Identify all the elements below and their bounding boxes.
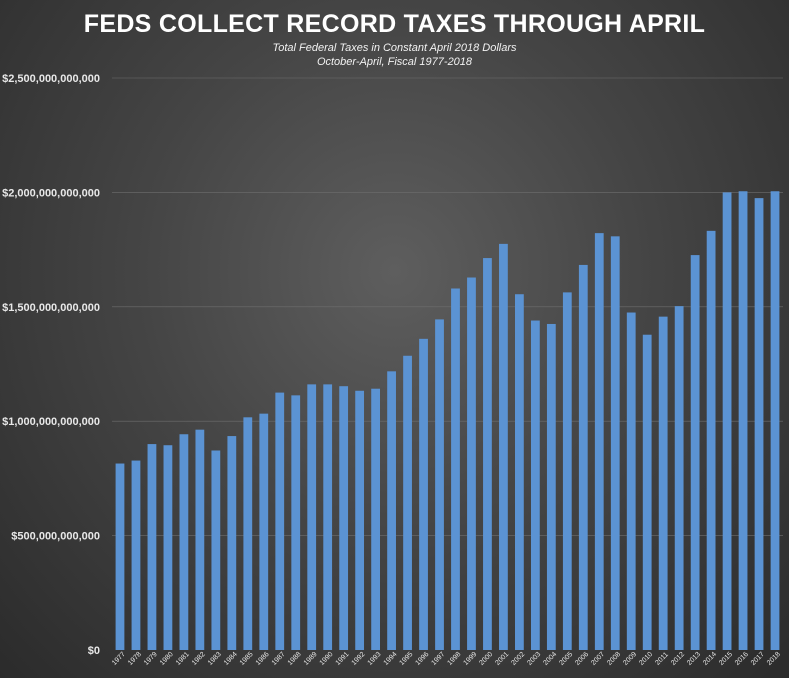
bar bbox=[690, 255, 700, 651]
x-tick-label: 1985 bbox=[239, 651, 255, 667]
x-tick-label: 1991 bbox=[335, 651, 351, 667]
x-tick-label: 1980 bbox=[159, 651, 175, 667]
x-tick-label: 1999 bbox=[462, 651, 478, 667]
x-tick-label: 1990 bbox=[319, 651, 335, 667]
bar bbox=[275, 392, 285, 650]
bar bbox=[131, 460, 141, 650]
bar bbox=[371, 388, 381, 650]
bar bbox=[674, 306, 684, 650]
bar bbox=[243, 417, 253, 650]
x-tick-label: 2004 bbox=[542, 651, 558, 667]
bar bbox=[483, 258, 492, 650]
bar bbox=[195, 429, 205, 650]
bar bbox=[738, 191, 748, 651]
bar bbox=[642, 334, 652, 650]
x-tick-label: 2005 bbox=[558, 651, 574, 667]
chart-subtitle-line-2: October-April, Fiscal 1977-2018 bbox=[316, 56, 473, 68]
bar bbox=[211, 450, 221, 650]
y-tick-label: $500,000,000,000 bbox=[11, 531, 100, 543]
bar bbox=[770, 191, 780, 651]
bars bbox=[115, 191, 780, 651]
bar bbox=[115, 463, 125, 650]
x-tick-label: 1978 bbox=[127, 651, 143, 667]
x-tick-label: 1986 bbox=[255, 651, 271, 667]
y-tick-label: $2,000,000,000,000 bbox=[2, 187, 100, 199]
bar bbox=[514, 294, 524, 650]
gridlines bbox=[112, 77, 783, 536]
bar bbox=[323, 384, 333, 650]
x-tick-label: 1982 bbox=[191, 651, 207, 667]
x-axis-labels: 1977 1978 1979 1980 1981 1982 1983 1984 1985 1986… bbox=[111, 651, 782, 667]
y-tick-label: $1,500,000,000,000 bbox=[2, 302, 100, 314]
x-tick-label: 2001 bbox=[494, 651, 510, 667]
x-tick-label: 1977 bbox=[111, 651, 127, 667]
x-tick-label: 2016 bbox=[734, 651, 750, 667]
bar bbox=[355, 390, 365, 650]
x-tick-label: 1988 bbox=[287, 651, 303, 667]
y-tick-label: $1,000,000,000,000 bbox=[2, 416, 100, 428]
x-tick-label: 1997 bbox=[430, 651, 446, 667]
x-tick-label: 2002 bbox=[510, 651, 526, 667]
bar bbox=[435, 319, 444, 650]
bar bbox=[722, 192, 732, 650]
bar bbox=[626, 312, 636, 650]
x-tick-label: 2003 bbox=[526, 651, 542, 667]
bar bbox=[530, 320, 540, 650]
bar bbox=[658, 316, 668, 650]
x-tick-label: 2014 bbox=[702, 651, 718, 667]
x-tick-label: 2018 bbox=[766, 651, 782, 667]
bar bbox=[259, 413, 269, 650]
bar bbox=[467, 277, 476, 650]
x-tick-label: 2007 bbox=[590, 651, 606, 667]
x-tick-label: 1984 bbox=[223, 651, 239, 667]
x-tick-label: 2008 bbox=[606, 651, 622, 667]
x-tick-label: 1983 bbox=[207, 651, 223, 667]
bar bbox=[754, 198, 764, 650]
x-tick-label: 1998 bbox=[446, 651, 462, 667]
bar bbox=[546, 323, 556, 650]
bar bbox=[163, 445, 173, 650]
chart-title: FEDS COLLECT RECORD TAXES THROUGH APRIL bbox=[83, 10, 706, 38]
x-tick-label: 2010 bbox=[638, 651, 654, 667]
bar bbox=[594, 233, 604, 650]
bar bbox=[706, 230, 716, 651]
x-tick-label: 1993 bbox=[367, 651, 383, 667]
bar bbox=[578, 264, 588, 650]
bar bbox=[339, 386, 349, 650]
bar bbox=[562, 292, 572, 650]
x-tick-label: 2013 bbox=[686, 651, 702, 667]
x-tick-label: 1994 bbox=[383, 651, 399, 667]
bar bbox=[291, 395, 301, 650]
x-tick-label: 1996 bbox=[414, 651, 430, 667]
x-tick-label: 1989 bbox=[303, 651, 319, 667]
x-tick-label: 1992 bbox=[351, 651, 367, 667]
bar bbox=[419, 338, 428, 650]
bar bbox=[227, 436, 237, 650]
y-tick-label: $2,500,000,000,000 bbox=[2, 73, 100, 85]
chart-subtitle-line-1: Total Federal Taxes in Constant April 20… bbox=[272, 42, 517, 54]
x-tick-label: 2012 bbox=[670, 651, 686, 667]
x-tick-label: 2015 bbox=[718, 651, 734, 667]
bar bbox=[307, 384, 317, 650]
y-axis-labels: $0 $500,000,000,000 $1,000,000,000,000 $1,5… bbox=[2, 73, 100, 657]
x-tick-label: 2009 bbox=[622, 651, 638, 667]
x-tick-label: 1995 bbox=[399, 651, 415, 667]
x-tick-label: 1987 bbox=[271, 651, 287, 667]
bar bbox=[403, 355, 412, 650]
bar bbox=[451, 288, 460, 650]
x-tick-label: 2000 bbox=[478, 651, 494, 667]
x-tick-label: 2006 bbox=[574, 651, 590, 667]
x-tick-label: 2017 bbox=[750, 651, 766, 667]
x-tick-label: 1981 bbox=[175, 651, 191, 667]
y-tick-label: $0 bbox=[88, 645, 100, 657]
x-tick-label: 1979 bbox=[143, 651, 159, 667]
bar bbox=[147, 444, 157, 650]
bar bbox=[179, 434, 189, 650]
bar bbox=[610, 236, 620, 651]
bar bbox=[387, 371, 396, 650]
x-tick-label: 2011 bbox=[654, 651, 670, 667]
bar bbox=[499, 243, 508, 650]
